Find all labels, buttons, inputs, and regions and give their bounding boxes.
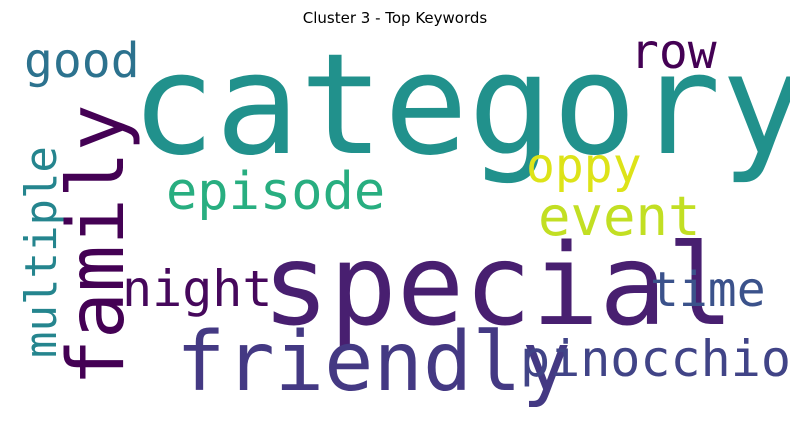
word-night: night <box>122 260 273 318</box>
word-oppy: oppy <box>526 138 642 194</box>
word-cloud: good row category multiple family oppy e… <box>16 28 790 418</box>
word-episode: episode <box>166 162 386 222</box>
word-special: special <box>262 221 735 351</box>
word-time: time <box>650 262 766 318</box>
word-event: event <box>538 185 701 248</box>
chart-title: Cluster 3 - Top Keywords <box>302 9 488 27</box>
word-family: family <box>52 104 142 386</box>
word-row: row <box>630 24 717 80</box>
word-pinocchio: pinocchio <box>520 330 790 388</box>
word-friendly: friendly <box>176 315 571 410</box>
word-category: category <box>131 24 790 187</box>
word-good: good <box>24 33 140 89</box>
